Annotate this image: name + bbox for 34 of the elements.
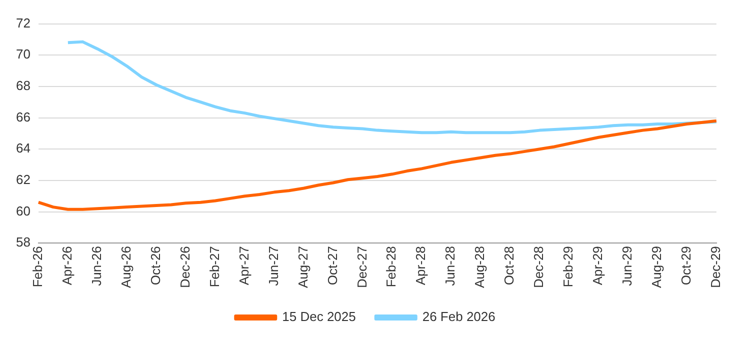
- x-tick-label: Oct-26: [148, 246, 163, 286]
- x-tick-label: Jun-29: [620, 246, 635, 286]
- legend-label: 26 Feb 2026: [422, 309, 496, 324]
- x-tick-label: Aug-29: [649, 246, 664, 288]
- y-tick-label: 68: [16, 78, 30, 94]
- x-tick-label: Apr-29: [590, 246, 606, 286]
- x-tick-label: Aug-27: [295, 246, 310, 288]
- y-tick-label: 72: [16, 15, 30, 30]
- x-tick-label: Oct-27: [324, 246, 340, 286]
- x-tick-label: Apr-26: [60, 246, 75, 286]
- y-tick-label: 64: [16, 140, 30, 156]
- x-tick-label: Apr-27: [236, 246, 252, 286]
- legend-label: 15 Dec 2025: [282, 309, 356, 324]
- x-tick-label: Oct-28: [502, 246, 517, 286]
- x-tick-label: Dec-29: [708, 246, 723, 288]
- x-tick-label: Dec-27: [354, 246, 370, 288]
- y-tick-label: 70: [16, 46, 30, 62]
- x-tick-label: Feb-29: [560, 246, 576, 288]
- y-tick-label: 66: [16, 109, 30, 124]
- y-tick-label: 60: [16, 203, 30, 218]
- x-tick-label: Aug-26: [118, 246, 134, 288]
- y-tick-label: 62: [16, 172, 30, 188]
- x-tick-label: Feb-27: [206, 246, 222, 288]
- x-tick-label: Jun-26: [88, 246, 104, 286]
- x-tick-label: Feb-28: [384, 246, 399, 288]
- y-tick-label: 58: [16, 234, 30, 250]
- x-tick-label: Dec-26: [177, 246, 192, 288]
- x-tick-label: Apr-28: [413, 246, 428, 286]
- x-tick-label: Jun-27: [266, 246, 281, 286]
- x-tick-label: Aug-28: [472, 246, 488, 288]
- x-tick-label: Oct-29: [678, 246, 694, 286]
- x-tick-label: Jun-28: [442, 246, 458, 286]
- x-tick-label: Dec-28: [531, 246, 546, 288]
- x-tick-label: Feb-26: [30, 246, 46, 288]
